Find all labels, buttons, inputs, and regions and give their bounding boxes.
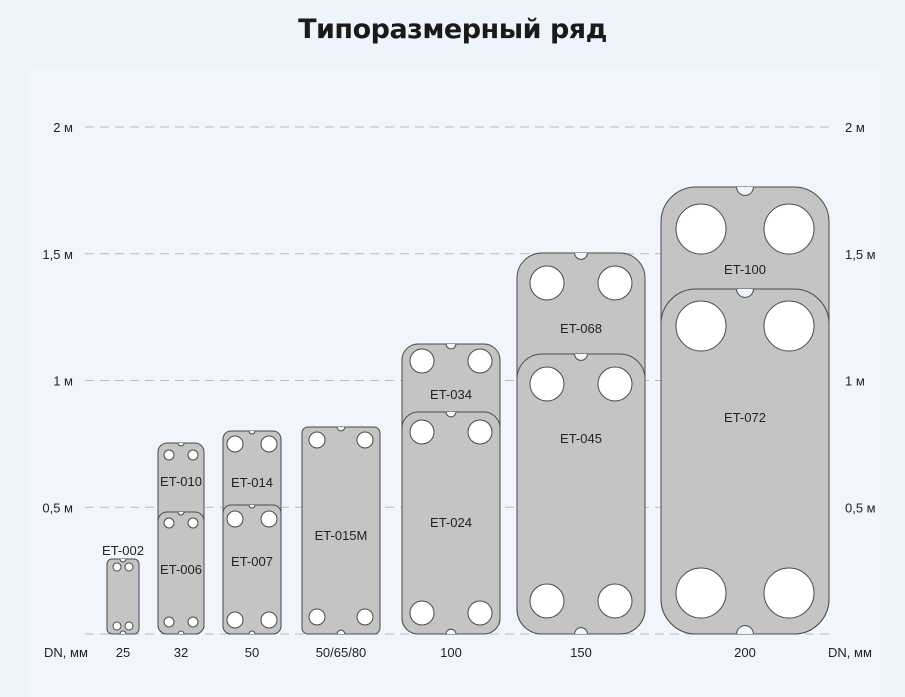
port-hole (763, 567, 815, 619)
port-hole (409, 419, 435, 445)
plate-label: ET-007 (231, 554, 273, 569)
plate-label: ET-015M (315, 528, 368, 543)
port-hole (226, 510, 244, 528)
port-hole (308, 608, 326, 626)
port-hole (260, 510, 278, 528)
port-hole (597, 583, 633, 619)
port-hole (675, 203, 727, 255)
port-hole (409, 600, 435, 626)
plate-notch (445, 411, 457, 418)
plate-notch (119, 630, 127, 635)
plate-et-002: ET-002 (102, 543, 144, 635)
page-title: Типоразмерный ряд (298, 14, 607, 45)
port-hole (675, 567, 727, 619)
port-hole (187, 449, 199, 461)
plate-notch (574, 627, 588, 635)
plate-label: ET-024 (430, 515, 472, 530)
plate-notch (336, 629, 346, 635)
plate-et-024: ET-024 (401, 411, 501, 635)
plate-notch (736, 288, 754, 298)
plate-et-072: ET-072 (660, 288, 830, 635)
port-hole (529, 583, 565, 619)
dn-label: 200 (734, 645, 756, 660)
plate-notch (336, 426, 346, 432)
dn-label: 25 (116, 645, 130, 660)
port-hole (308, 431, 326, 449)
plate-et-006: ET-006 (157, 511, 205, 635)
y-tick-label-left: 0,5 м (42, 500, 73, 515)
plate-notch (574, 252, 588, 260)
port-hole (356, 608, 374, 626)
plate-label: ET-034 (430, 387, 472, 402)
plate-notch (445, 628, 457, 635)
plate-label: ET-045 (560, 431, 602, 446)
dn-label: 100 (440, 645, 462, 660)
plate-notch (248, 630, 256, 635)
plate-notch (248, 504, 256, 509)
port-hole (187, 616, 199, 628)
y-tick-label-left: 2 м (53, 120, 73, 135)
dn-label: 150 (570, 645, 592, 660)
plate-notch (445, 343, 457, 350)
plate-notch (177, 442, 185, 447)
plate-label: ET-072 (724, 410, 766, 425)
plate-notch (736, 625, 754, 635)
plate-notch (119, 558, 127, 563)
plate-label: ET-014 (231, 475, 273, 490)
plate-notch (574, 353, 588, 361)
port-hole (163, 449, 175, 461)
port-hole (467, 600, 493, 626)
y-tick-label-right: 2 м (845, 120, 865, 135)
plate-notch (248, 430, 256, 435)
y-tick-label-right: 1,5 м (845, 247, 876, 262)
plate-et-007: ET-007 (222, 504, 282, 635)
port-hole (163, 517, 175, 529)
plate-notch (177, 511, 185, 516)
port-hole (763, 300, 815, 352)
port-hole (597, 366, 633, 402)
plate-body (106, 558, 140, 635)
port-hole (187, 517, 199, 529)
port-hole (529, 366, 565, 402)
y-tick-label-left: 1 м (53, 374, 73, 389)
plate-label: ET-068 (560, 321, 602, 336)
x-axis-label-right: DN, мм (828, 645, 872, 660)
port-hole (112, 562, 122, 572)
y-tick-label-right: 1 м (845, 374, 865, 389)
dn-label: 32 (174, 645, 188, 660)
port-hole (356, 431, 374, 449)
plate-et-015m: ET-015M (301, 426, 381, 635)
plate-label: ET-100 (724, 262, 766, 277)
plate-label: ET-002 (102, 543, 144, 558)
port-hole (163, 616, 175, 628)
plate-et-045: ET-045 (516, 353, 646, 635)
port-hole (226, 611, 244, 629)
port-hole (675, 300, 727, 352)
port-hole (529, 265, 565, 301)
plate-notch (177, 630, 185, 635)
y-tick-label-left: 1,5 м (42, 247, 73, 262)
port-hole (260, 611, 278, 629)
port-hole (597, 265, 633, 301)
port-hole (260, 435, 278, 453)
y-tick-label-right: 0,5 м (845, 500, 876, 515)
port-hole (124, 621, 134, 631)
port-hole (112, 621, 122, 631)
port-hole (124, 562, 134, 572)
plate-label: ET-010 (160, 474, 202, 489)
port-hole (226, 435, 244, 453)
dn-label: 50 (245, 645, 259, 660)
x-axis-label-left: DN, мм (44, 645, 88, 660)
port-hole (467, 419, 493, 445)
dn-label: 50/65/80 (316, 645, 367, 660)
port-hole (467, 348, 493, 374)
plate-notch (736, 186, 754, 196)
port-hole (409, 348, 435, 374)
plate-label: ET-006 (160, 562, 202, 577)
port-hole (763, 203, 815, 255)
